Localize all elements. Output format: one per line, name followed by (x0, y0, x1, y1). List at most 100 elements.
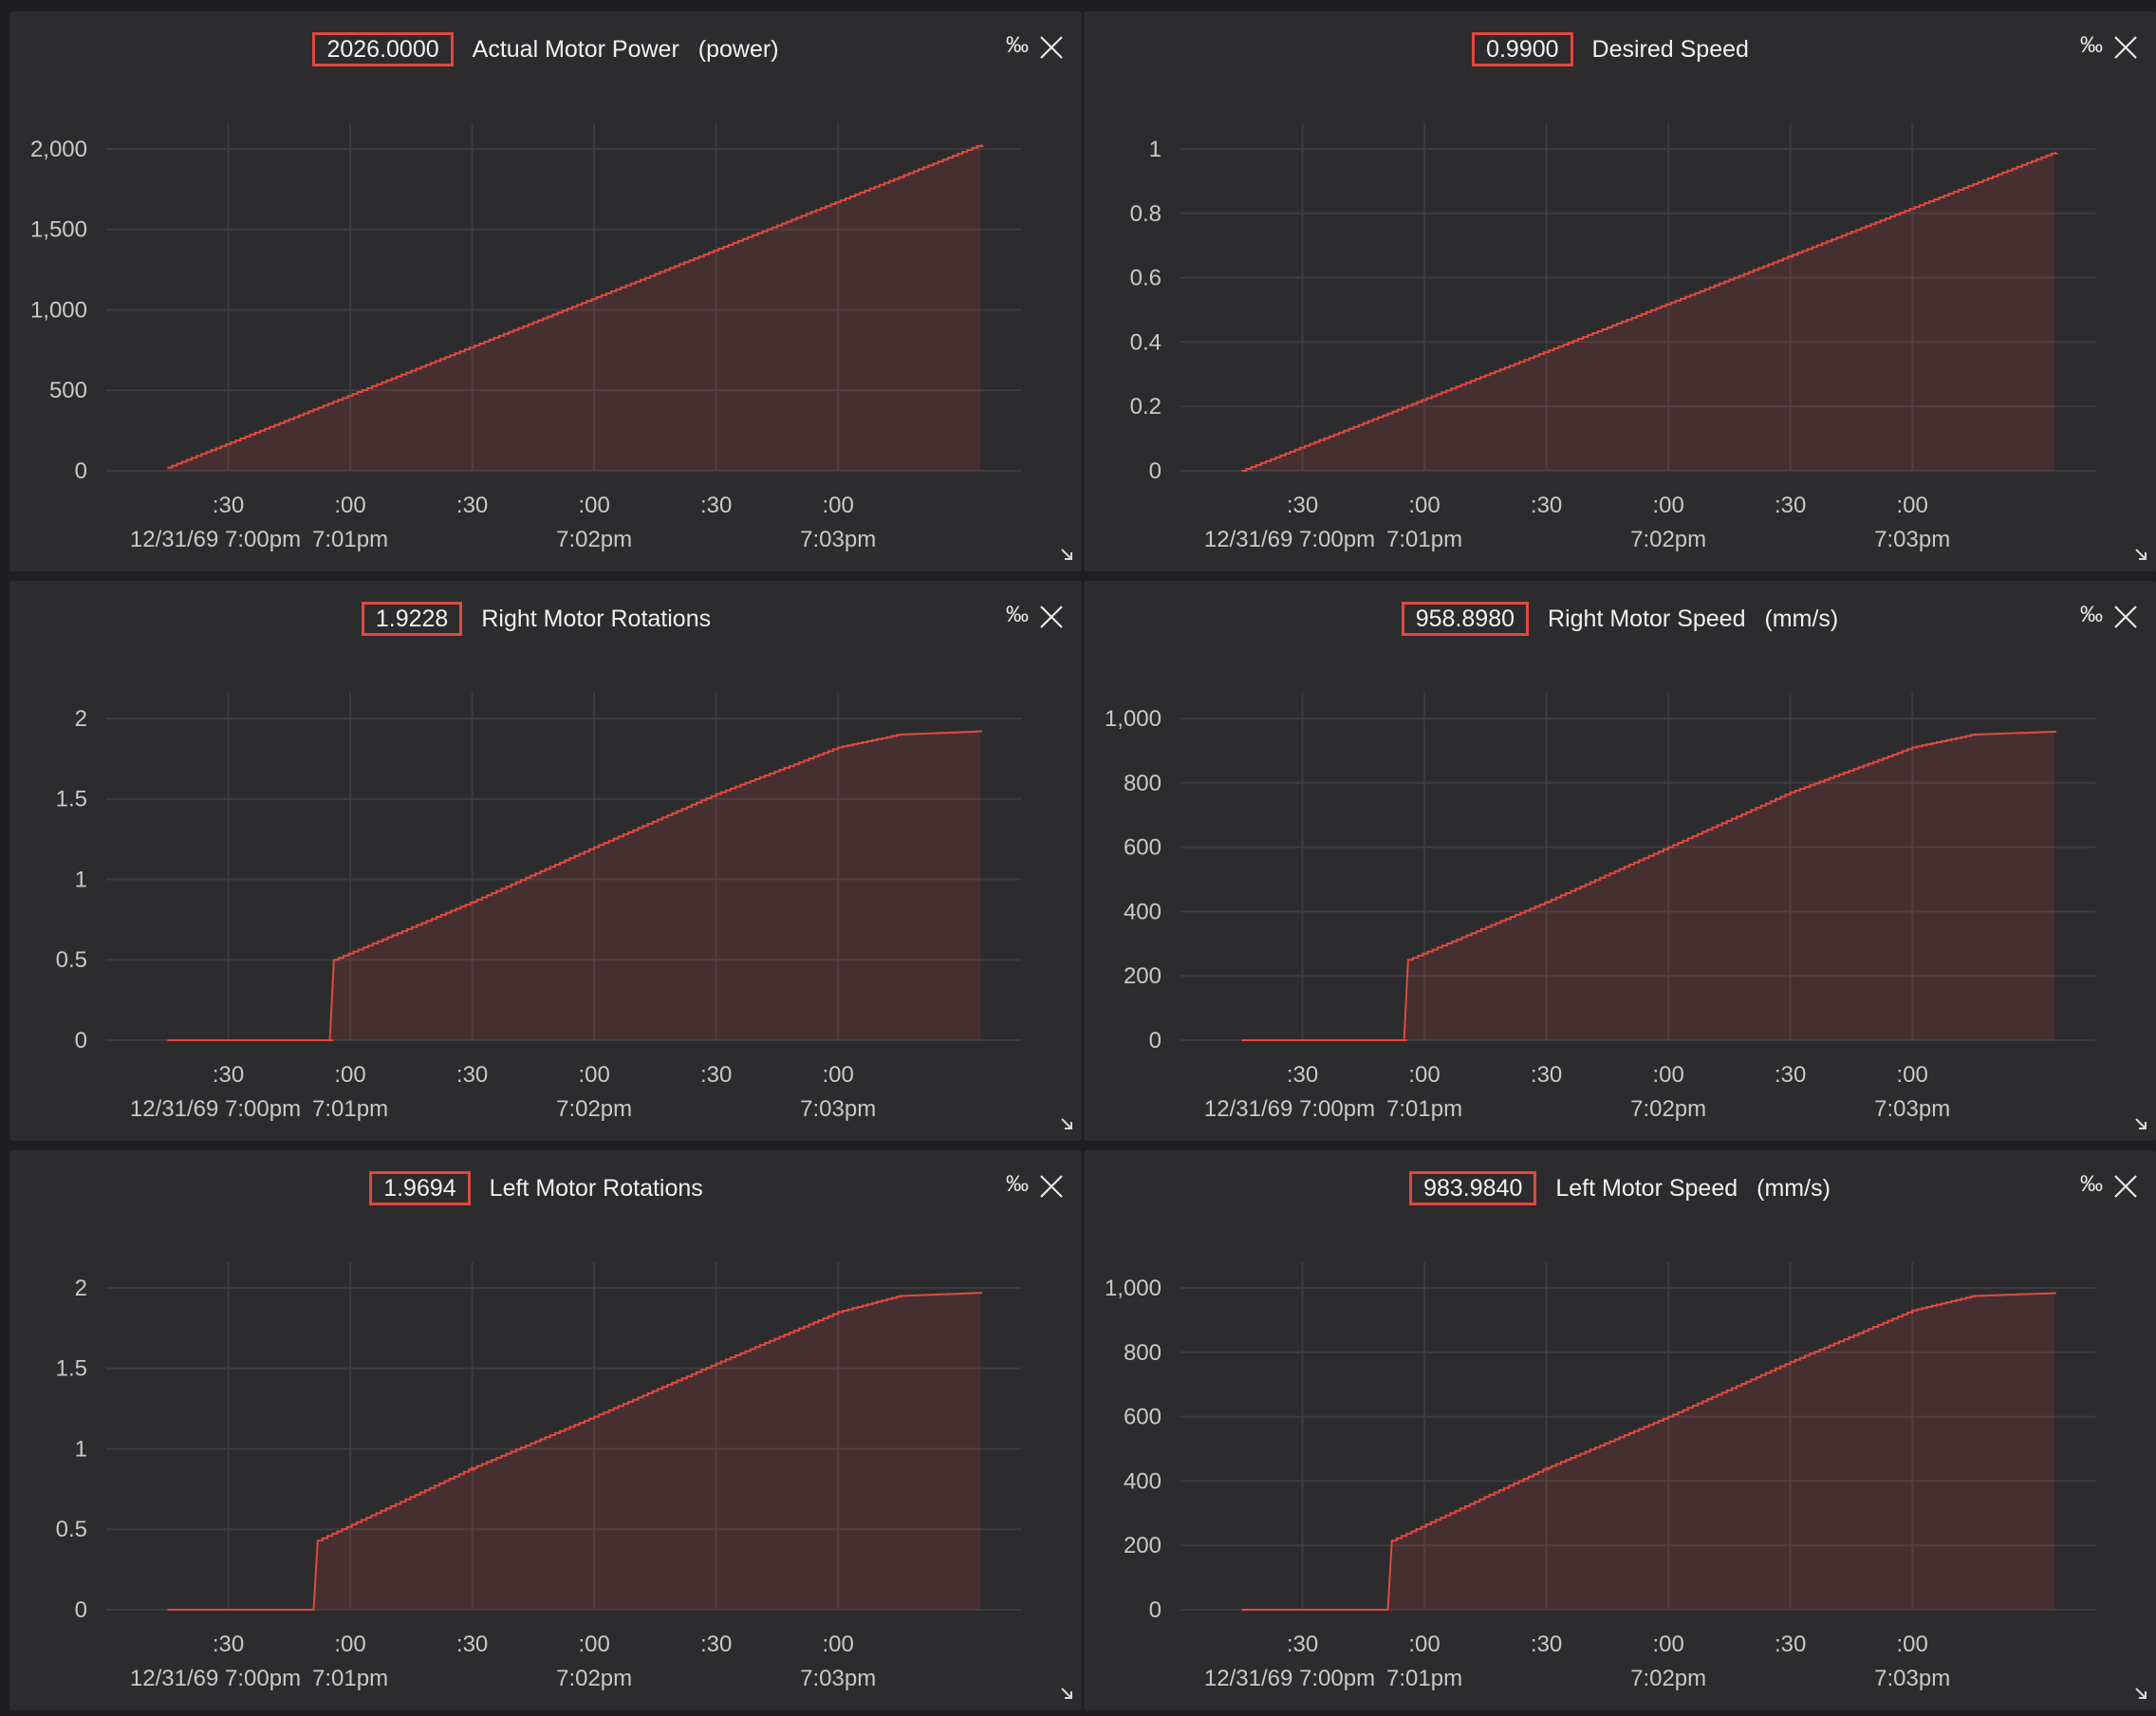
x-tick-label: :00 (1408, 1632, 1440, 1657)
area-chart: 0 200 400 600 800 1,000:30:00:30:00:30:00 12/3… (1105, 1262, 2095, 1691)
x-tick-label: :30 (1775, 1062, 1806, 1088)
x-tick-label: :30 (213, 1062, 244, 1088)
x-date-label: 12/31/69 7:00pm (1204, 527, 1375, 552)
x-tick-label: :00 (1652, 1632, 1683, 1657)
resize-handle-icon[interactable] (1059, 547, 1074, 562)
y-tick-label: 200 (1124, 1533, 1162, 1558)
x-date-label: 7:03pm (1874, 1666, 1950, 1691)
x-tick-label: :30 (700, 1632, 732, 1657)
current-value-badge[interactable]: 1.9694 (369, 1171, 471, 1205)
y-tick-label: 600 (1124, 1405, 1162, 1430)
x-date-label: 7:02pm (556, 527, 632, 552)
x-tick-label: :30 (1287, 1632, 1318, 1657)
current-value-badge[interactable]: 1.9228 (361, 602, 463, 636)
close-icon[interactable] (2112, 34, 2139, 61)
x-date-label: 12/31/69 7:00pm (1204, 1666, 1375, 1691)
chart-panel-desired-speed: 0.9900 Desired Speed ‰ 0 0.2 0.4 0.6 0.8 1:30… (1084, 11, 2156, 571)
y-tick-label: 1.5 (56, 1356, 87, 1382)
y-tick-label: 1,000 (1105, 1276, 1162, 1301)
current-value-badge[interactable]: 2026.0000 (312, 32, 454, 66)
permille-toggle-icon[interactable]: ‰ (2080, 32, 2103, 58)
current-value-badge[interactable]: 958.8980 (1401, 602, 1530, 636)
y-tick-label: 200 (1124, 963, 1162, 989)
y-tick-label: 1,500 (30, 217, 87, 243)
series-line (167, 1292, 983, 1611)
x-date-label: 7:01pm (1386, 1666, 1462, 1691)
close-icon[interactable] (2112, 1173, 2139, 1200)
x-tick-label: :30 (1531, 1062, 1562, 1088)
series-line (167, 730, 982, 1041)
y-tick-label: 0.8 (1130, 201, 1162, 227)
y-tick-label: 2 (75, 1276, 87, 1301)
x-tick-label: :30 (213, 1632, 244, 1657)
x-tick-label: :00 (1652, 1062, 1683, 1088)
x-date-label: 7:03pm (800, 527, 876, 552)
area-chart: 0 0.5 1 1.5 2:30:00:30:00:30:00 12/31/69 7:00… (56, 693, 1021, 1122)
y-tick-label: 400 (1124, 899, 1162, 924)
resize-handle-icon[interactable] (1059, 1686, 1074, 1701)
x-tick-label: :30 (456, 493, 488, 518)
y-tick-label: 0 (1149, 1597, 1162, 1623)
y-tick-label: 1,000 (1105, 706, 1162, 732)
x-tick-label: :00 (578, 1632, 609, 1657)
x-tick-label: :30 (1287, 1062, 1318, 1088)
y-tick-label: 400 (1124, 1468, 1162, 1494)
close-icon[interactable] (1038, 604, 1065, 630)
y-tick-label: 0 (75, 1597, 87, 1623)
y-tick-label: 0 (75, 458, 87, 484)
y-tick-label: 0 (75, 1028, 87, 1054)
x-date-label: 7:01pm (312, 1096, 388, 1122)
y-tick-label: 600 (1124, 835, 1162, 861)
close-icon[interactable] (1038, 34, 1065, 61)
x-date-label: 12/31/69 7:00pm (130, 1666, 301, 1691)
area-chart: 0 0.5 1 1.5 2:30:00:30:00:30:00 12/31/69 7:00… (56, 1262, 1021, 1691)
current-value-badge[interactable]: 0.9900 (1472, 32, 1573, 66)
close-icon[interactable] (2112, 604, 2139, 630)
x-date-label: 12/31/69 7:00pm (130, 527, 301, 552)
area-chart: 0 500 1,000 1,500 2,000:30:00:30:00:30:00 12/… (30, 123, 1021, 552)
series-area (167, 731, 982, 1040)
current-value-badge[interactable]: 983.9840 (1409, 1171, 1537, 1205)
y-tick-label: 800 (1124, 771, 1162, 796)
x-date-label: 7:03pm (800, 1666, 876, 1691)
resize-handle-icon[interactable] (1059, 1116, 1074, 1131)
x-tick-label: :00 (578, 1062, 609, 1088)
series-line (167, 143, 985, 469)
resize-handle-icon[interactable] (2133, 1116, 2148, 1131)
resize-handle-icon[interactable] (2133, 547, 2148, 562)
chart-panel-right-motor-speed: 958.8980 Right Motor Speed (mm/s) ‰ 0 200… (1084, 581, 2156, 1141)
close-icon[interactable] (1038, 1173, 1065, 1200)
permille-toggle-icon[interactable]: ‰ (1006, 32, 1029, 58)
y-tick-label: 0.5 (56, 1517, 87, 1542)
x-date-label: 7:02pm (556, 1666, 632, 1691)
permille-toggle-icon[interactable]: ‰ (1006, 1171, 1029, 1197)
area-chart: 0 0.2 0.4 0.6 0.8 1:30:00:30:00:30:00 12/31/69… (1130, 123, 2095, 552)
permille-toggle-icon[interactable]: ‰ (2080, 1171, 2103, 1197)
permille-toggle-icon[interactable]: ‰ (1006, 602, 1029, 627)
y-tick-label: 0.2 (1130, 394, 1162, 420)
chart-panel-right-motor-rotations: 1.9228 Right Motor Rotations ‰ 0 0.5 1 1.5 2… (9, 581, 1082, 1141)
y-tick-label: 2,000 (30, 137, 87, 162)
x-tick-label: :00 (1897, 493, 1928, 518)
x-tick-label: :30 (456, 1062, 488, 1088)
resize-handle-icon[interactable] (2133, 1686, 2148, 1701)
series-area (1241, 152, 2056, 472)
y-tick-label: 0.5 (56, 947, 87, 973)
x-tick-label: :00 (1897, 1632, 1928, 1657)
chart-panel-left-motor-rotations: 1.9694 Left Motor Rotations ‰ 0 0.5 1 1.5 2:… (9, 1150, 1082, 1710)
x-date-label: 7:01pm (1386, 1096, 1462, 1122)
x-tick-label: :30 (1775, 493, 1806, 518)
x-tick-label: :30 (700, 493, 732, 518)
permille-toggle-icon[interactable]: ‰ (2080, 602, 2103, 627)
y-tick-label: 1 (75, 867, 87, 892)
x-tick-label: :30 (213, 493, 244, 518)
series-area (1241, 1293, 2056, 1610)
y-tick-label: 0.4 (1130, 329, 1162, 355)
x-tick-label: :00 (578, 493, 609, 518)
y-tick-label: 0.6 (1130, 266, 1162, 291)
x-tick-label: :00 (1897, 1062, 1928, 1088)
y-tick-label: 0 (1149, 1028, 1162, 1054)
x-date-label: 7:03pm (1874, 527, 1950, 552)
x-tick-label: :30 (1287, 493, 1318, 518)
